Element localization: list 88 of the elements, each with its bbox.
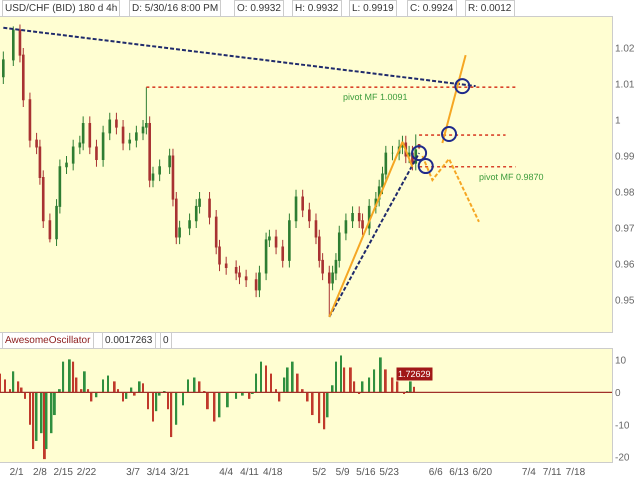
candlestick [48,213,52,243]
x-tick-label: 7/18 [566,467,586,478]
y-tick-label: 0.97 [615,223,635,234]
candlestick [28,92,32,148]
candlestick [264,232,268,281]
candlestick [308,202,311,228]
candlestick [344,213,348,241]
candlestick [294,189,298,228]
candlestick [328,265,331,318]
candlestick [208,191,211,225]
candlestick [82,116,84,151]
candlestick [95,139,98,168]
point [441,126,458,142]
candlestick [258,265,261,298]
candlestick [188,213,191,236]
candlestick [391,145,394,161]
candlestick [2,51,5,84]
y-tick-label: 0.95 [615,295,635,306]
x-tick-label: 2/15 [53,467,74,478]
candlestick [244,269,248,288]
candlestick [65,155,68,174]
x-tick-label: 5/23 [379,467,400,478]
x-tick-label: 2/22 [76,467,97,478]
y-tick-label: 0.98 [615,187,635,198]
point [454,78,470,94]
text: R: 0.0012 [468,3,512,14]
x-tick-label: 2/1 [10,467,24,478]
candlestick [152,166,154,188]
candlestick [158,159,161,182]
candlestick [224,256,228,276]
x-tick-label: 5/2 [312,467,327,478]
x-tick-label: 4/4 [219,467,234,478]
y-tick-label: 1.02 [615,43,635,54]
candlestick [12,26,15,66]
x-tick-label: 3/14 [146,467,166,478]
point [411,145,428,162]
x-tick-label: 4/18 [263,467,283,478]
series-label: pivot MF 1.0091 [343,92,408,102]
text: L: 0.9919 [352,3,394,14]
candlestick [148,116,151,188]
data-label: 1.72629 [398,369,431,379]
candlestick [178,220,181,245]
candlestick [408,145,410,164]
chart-title: USD/CHF (BID) 180 d 4h [5,3,118,14]
text: 0 [163,335,169,346]
x-tick-label: 3/21 [170,467,190,478]
candlestick [288,213,291,268]
candlestick [234,260,238,281]
text: O: 0.9932 [237,3,282,14]
text: H: 0.9932 [295,3,339,14]
x-tick-label: 6/20 [472,467,492,478]
candlestick [168,148,171,174]
series-label: pivot MF 0.9870 [479,172,544,182]
x-tick-label: 6/13 [449,467,470,478]
x-tick-label: 7/4 [522,467,536,478]
candlestick [128,132,132,151]
chart-title: AwesomeOscillator [5,335,92,346]
y-tick-label: -10 [615,420,630,432]
x-tick-label: 5/16 [356,467,376,478]
candlestick [108,112,112,141]
y-tick-label: 10 [615,356,627,367]
candlestick [102,125,104,168]
y-tick-label: 0.96 [615,259,635,270]
text: 0.0017263 [105,335,153,346]
candlestick [281,239,284,268]
candlestick [301,189,304,218]
candlestick [72,139,74,171]
y-tick-label: 1 [615,115,621,126]
y-tick-label: 0 [615,388,621,399]
candlestick [88,116,92,155]
x-tick-label: 7/11 [542,467,562,478]
x-tick-label: 4/11 [240,467,260,478]
candlestick [274,229,278,255]
candlestick [254,272,258,298]
y-tick-label: 1.01 [615,79,635,90]
x-tick-label: 6/6 [428,467,444,478]
text: D: 5/30/16 8:00 PM [132,3,218,14]
y-tick-label: 0.99 [615,151,635,162]
x-tick-label: 3/7 [126,467,140,478]
text: C: 0.9924 [410,3,454,14]
x-tick-label: 2/8 [32,467,48,478]
point [418,158,434,174]
candlestick [122,119,124,151]
candlestick [115,112,118,135]
candlestick [135,125,138,148]
candlestick [351,206,354,228]
x-tick-label: 5/9 [336,467,350,478]
y-tick-label: -20 [615,452,630,464]
